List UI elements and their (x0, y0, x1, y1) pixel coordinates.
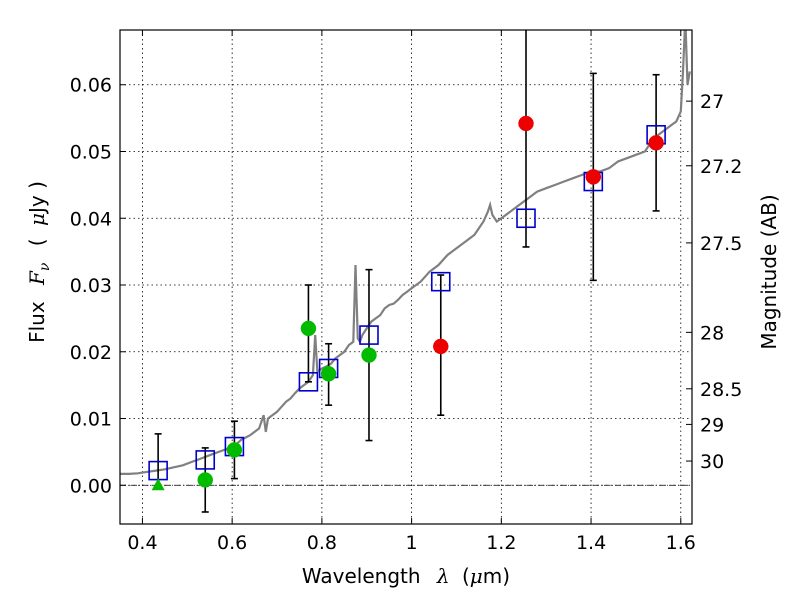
y-tick-label: 0.00 (70, 475, 112, 497)
model-square-marker (298, 372, 319, 392)
model-square-marker (195, 450, 216, 470)
data-point-marker (518, 115, 534, 132)
axis-ticks: 0.4 0.6 0.8 1 1.2 1.4 1.6 0.00 0.01 0.02 0.03 0.04 0… (70, 30, 742, 554)
x-axis-label: Wavelength λ (μm) (302, 564, 510, 588)
data-markers (148, 115, 666, 491)
x-axis-label-text: Wavelength (302, 564, 421, 588)
y-tick-label: 0.04 (70, 208, 112, 230)
x-axis-label-symbol: λ (436, 564, 450, 588)
y-axis-label-text: Flux (25, 301, 49, 343)
y-tick-label: 0.05 (70, 141, 112, 163)
error-bars (154, 30, 660, 513)
x-tick-label: 0.4 (127, 532, 157, 554)
x-tick-label: 0.8 (307, 532, 337, 554)
model-square-marker (359, 325, 379, 345)
upper-limit-marker (151, 478, 165, 491)
data-point-marker (433, 338, 449, 355)
x-tick-label: 1.6 (666, 532, 696, 554)
data-point-marker (320, 366, 337, 382)
y-tick-label: 0.06 (70, 75, 112, 97)
data-point-marker (197, 472, 213, 488)
x-axis-label-unit-open: ( (462, 564, 470, 588)
data-point-marker (361, 347, 377, 363)
y-axis-label-unit-rest: Jy ) (25, 181, 49, 215)
model-square-marker (516, 208, 536, 229)
data-point-marker (648, 135, 664, 151)
mag-tick-label: 28 (700, 322, 724, 344)
sed-model-line (120, 30, 691, 475)
x-tick-label: 1.4 (576, 532, 606, 554)
plot-frame (119, 29, 693, 525)
data-point-marker (226, 442, 243, 458)
y2-axis-label: Magnitude (AB) (757, 194, 781, 349)
x-axis-label-unit-mu: μ (470, 564, 483, 588)
mag-tick-label: 27.2 (700, 156, 742, 178)
y-axis-label-symbol: F (25, 270, 49, 286)
model-square-marker (430, 271, 451, 292)
data-point-marker (585, 169, 602, 185)
mag-tick-label: 28.5 (700, 379, 742, 401)
y-axis-label-subscript: ν (37, 262, 53, 271)
x-tick-label: 0.6 (217, 532, 247, 554)
y-axis-label: Flux Fν ( μJy ) (25, 181, 54, 343)
mag-tick-label: 30 (700, 451, 724, 473)
mag-tick-label: 27.5 (700, 233, 742, 255)
x-axis-label-unit-rest: m) (483, 564, 510, 588)
y-tick-label: 0.01 (70, 409, 112, 431)
mag-tick-label: 27 (700, 91, 724, 113)
y-tick-label: 0.03 (70, 275, 112, 297)
y-tick-label: 0.02 (70, 342, 112, 364)
x-tick-label: 1.2 (486, 532, 516, 554)
x-tick-label: 1 (406, 532, 418, 554)
data-point-marker (300, 320, 317, 337)
mag-tick-label: 29 (700, 414, 724, 436)
y-axis-label-unit-open: ( (25, 238, 49, 246)
y-axis-label-unit-mu: μ (25, 213, 49, 226)
sed-model-curve (120, 30, 691, 475)
